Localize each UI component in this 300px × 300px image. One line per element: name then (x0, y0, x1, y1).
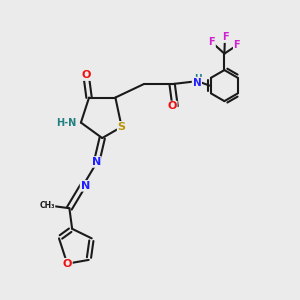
Text: CH₃: CH₃ (39, 201, 55, 210)
Text: O: O (167, 101, 177, 112)
Text: H: H (194, 74, 201, 82)
Text: N: N (92, 157, 101, 167)
Text: S: S (118, 122, 126, 132)
Text: N: N (81, 181, 90, 191)
Text: H-N: H-N (56, 118, 76, 128)
Text: F: F (234, 40, 240, 50)
Text: F: F (222, 32, 228, 42)
Text: F: F (208, 37, 215, 47)
Text: O: O (81, 70, 91, 80)
Text: N: N (193, 78, 201, 88)
Text: O: O (62, 259, 72, 269)
